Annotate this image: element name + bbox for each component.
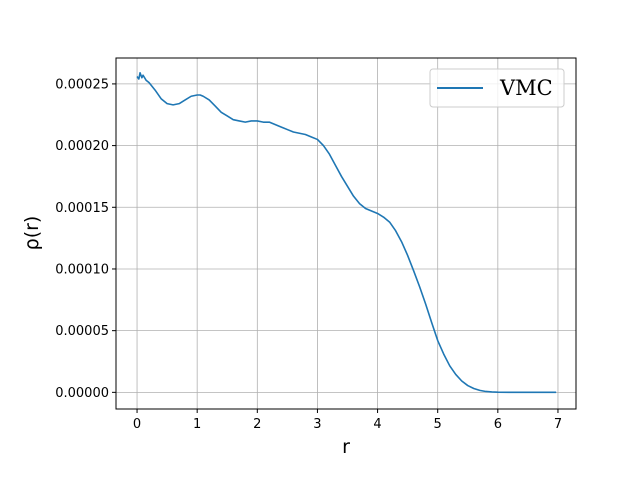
y-tick-label: 0.00010 (55, 262, 109, 277)
legend: VMC (429, 68, 565, 108)
x-gridlines (136, 58, 559, 409)
x-tick-label: 2 (253, 417, 261, 432)
x-tick-label: 5 (434, 417, 442, 432)
y-tick-label: 0.00015 (55, 201, 109, 216)
y-tick-label: 0.00000 (55, 386, 109, 401)
y-tick-label: 0.00005 (55, 324, 109, 339)
x-tick-label: 4 (373, 417, 381, 432)
y-axis-label: ρ(r) (21, 216, 43, 251)
plot-frame (115, 57, 577, 410)
x-tick-label: 3 (313, 417, 321, 432)
legend-label-vmc: VMC (499, 76, 553, 100)
y-axis-ticks: 0.00000 0.00005 0.00010 0.00015 0.00020 0.000… (55, 77, 116, 401)
x-tick-label: 6 (494, 417, 502, 432)
x-tick-label: 7 (554, 417, 562, 432)
x-tick-label: 0 (133, 417, 141, 432)
series-line-vmc (136, 72, 557, 394)
x-axis-ticks: 0 1 2 3 4 5 6 7 (133, 409, 562, 432)
y-tick-label: 0.00025 (55, 77, 109, 92)
legend-box (429, 68, 565, 108)
plot-background (116, 58, 576, 409)
y-tick-label: 0.00020 (55, 139, 109, 154)
x-axis-label: r (342, 436, 350, 458)
x-tick-label: 1 (193, 417, 201, 432)
